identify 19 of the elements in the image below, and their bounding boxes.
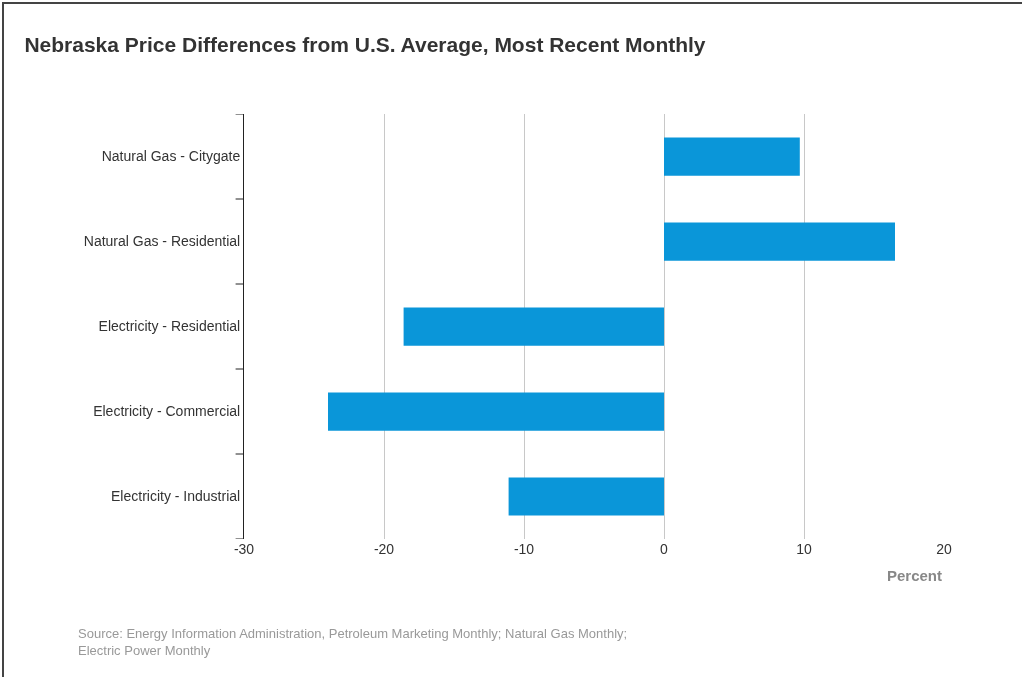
x-tick-label: 10 — [796, 541, 812, 557]
y-tick-label: Electricity - Industrial — [111, 488, 241, 505]
x-tick-label: -20 — [373, 541, 395, 557]
y-tick-label: Electricity - Commercial — [93, 403, 241, 420]
bar — [403, 307, 664, 346]
y-tick-label: Electricity - Residential — [98, 318, 241, 335]
x-tick-label: 0 — [660, 541, 669, 557]
bar — [328, 392, 664, 431]
x-axis-title: Percent — [887, 567, 943, 584]
bar — [664, 137, 800, 176]
bar — [664, 222, 895, 261]
source-note: Source: Energy Information Administration, Petroleum Marketing Monthly; Natural Gas Monthly; Electric Power Monthly — [78, 626, 628, 658]
x-tick-label: -30 — [233, 541, 255, 557]
y-tick-label: Natural Gas - Citygate — [101, 148, 241, 165]
y-tick-label: Natural Gas - Residential — [83, 233, 241, 250]
bar — [508, 477, 664, 516]
x-tick-label: -10 — [513, 541, 535, 557]
x-tick-label: 20 — [936, 541, 952, 557]
chart-title: Nebraska Price Differences from U.S. Average, Most Recent Monthly — [24, 33, 706, 57]
